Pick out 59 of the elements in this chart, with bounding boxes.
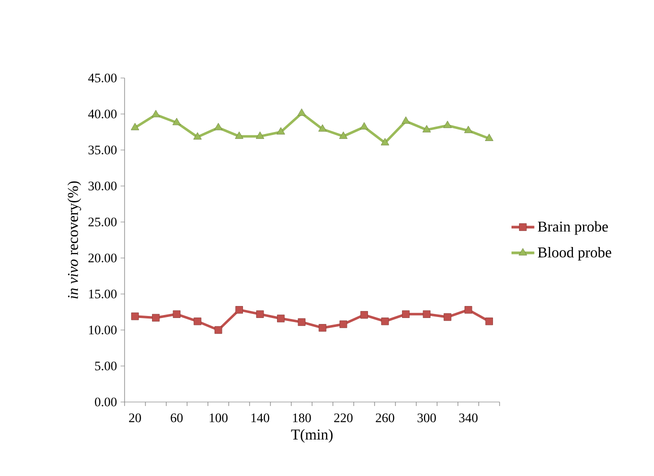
point xyxy=(130,122,140,130)
y-tick-label: 0.00 xyxy=(94,398,117,406)
point xyxy=(318,324,326,332)
point xyxy=(402,310,410,318)
point xyxy=(235,306,243,314)
point xyxy=(422,125,431,132)
point xyxy=(485,318,493,326)
point xyxy=(235,132,244,139)
y-axis-title: in vivo recovery(%) xyxy=(68,181,82,298)
point xyxy=(172,310,180,318)
point xyxy=(422,310,430,318)
y-tick-label: 10.00 xyxy=(89,326,117,334)
x-tick-label: 140 xyxy=(251,413,270,422)
point xyxy=(172,118,181,126)
y-tick-label: 35.00 xyxy=(88,146,117,154)
x-tick-label: 60 xyxy=(170,413,183,422)
point xyxy=(256,310,264,318)
y-tick-label: 40.00 xyxy=(88,110,117,118)
point xyxy=(381,318,389,326)
legend-label: Brain probe xyxy=(538,221,608,235)
x-tick-label: 340 xyxy=(459,413,478,422)
point xyxy=(318,124,327,132)
point xyxy=(277,314,285,322)
y-tick-label: 5.00 xyxy=(95,362,117,370)
x-tick-label: 100 xyxy=(210,413,228,422)
point xyxy=(402,116,410,124)
point xyxy=(444,313,452,321)
point xyxy=(152,314,160,322)
point xyxy=(194,318,202,326)
legend-label: Blood probe xyxy=(538,246,612,261)
point xyxy=(443,120,452,128)
point xyxy=(340,320,348,328)
point xyxy=(360,311,368,319)
point xyxy=(256,132,264,139)
y-tick-label: 45.00 xyxy=(88,74,117,82)
point xyxy=(464,126,473,134)
x-tick-label: 260 xyxy=(376,413,394,422)
point xyxy=(360,122,368,130)
y-tick-label: 15.00 xyxy=(89,290,117,298)
point xyxy=(131,312,139,320)
point xyxy=(193,132,202,140)
point xyxy=(152,110,160,118)
point xyxy=(214,326,222,334)
x-tick-label: 220 xyxy=(334,413,353,422)
point xyxy=(464,306,472,314)
y-tick-label: 25.00 xyxy=(88,218,117,226)
x-tick-label: 20 xyxy=(129,413,141,422)
point xyxy=(339,132,348,139)
point xyxy=(380,138,390,146)
x-axis-title: T(min) xyxy=(291,429,333,443)
point xyxy=(298,108,306,116)
y-tick-label: 30.00 xyxy=(88,182,117,190)
point xyxy=(214,122,223,130)
y-tick-label: 20.00 xyxy=(88,254,117,262)
x-tick-label: 180 xyxy=(293,413,311,422)
point xyxy=(276,127,286,134)
point xyxy=(298,318,306,326)
x-tick-label: 300 xyxy=(418,413,436,422)
point xyxy=(485,134,494,141)
